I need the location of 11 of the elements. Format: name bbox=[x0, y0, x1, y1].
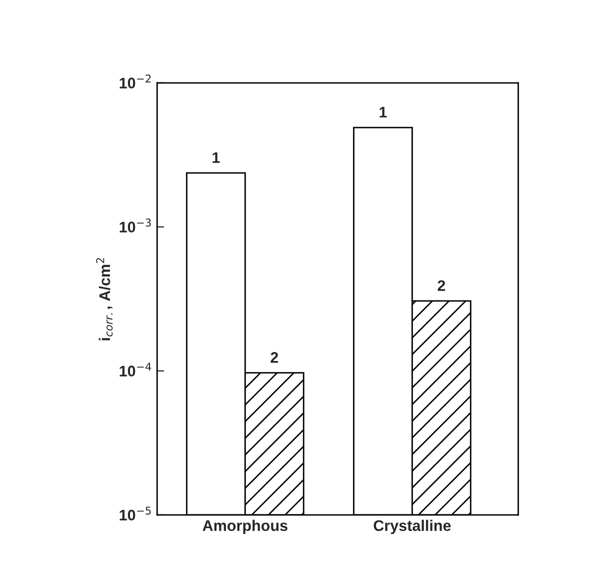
y-tick-label: 10$^{−5}$ bbox=[120, 506, 151, 521]
series-label: 2 bbox=[270, 352, 278, 363]
y-tick-label: 10$^{−3}$ bbox=[120, 218, 151, 232]
x-tick-label: Crystalline bbox=[374, 520, 451, 534]
y-tick-label: 10$^{−4}$ bbox=[120, 362, 152, 377]
series-label: 1 bbox=[380, 106, 387, 118]
y-tick-label: 10$^{−2}$ bbox=[120, 74, 151, 88]
text: 2 bbox=[438, 280, 446, 291]
y-axis-title: i$_{corr.}$, A/cm$^{2}$ bbox=[96, 258, 113, 340]
x-tick-label: Amorphous bbox=[202, 520, 288, 534]
text: 1 bbox=[212, 152, 220, 163]
